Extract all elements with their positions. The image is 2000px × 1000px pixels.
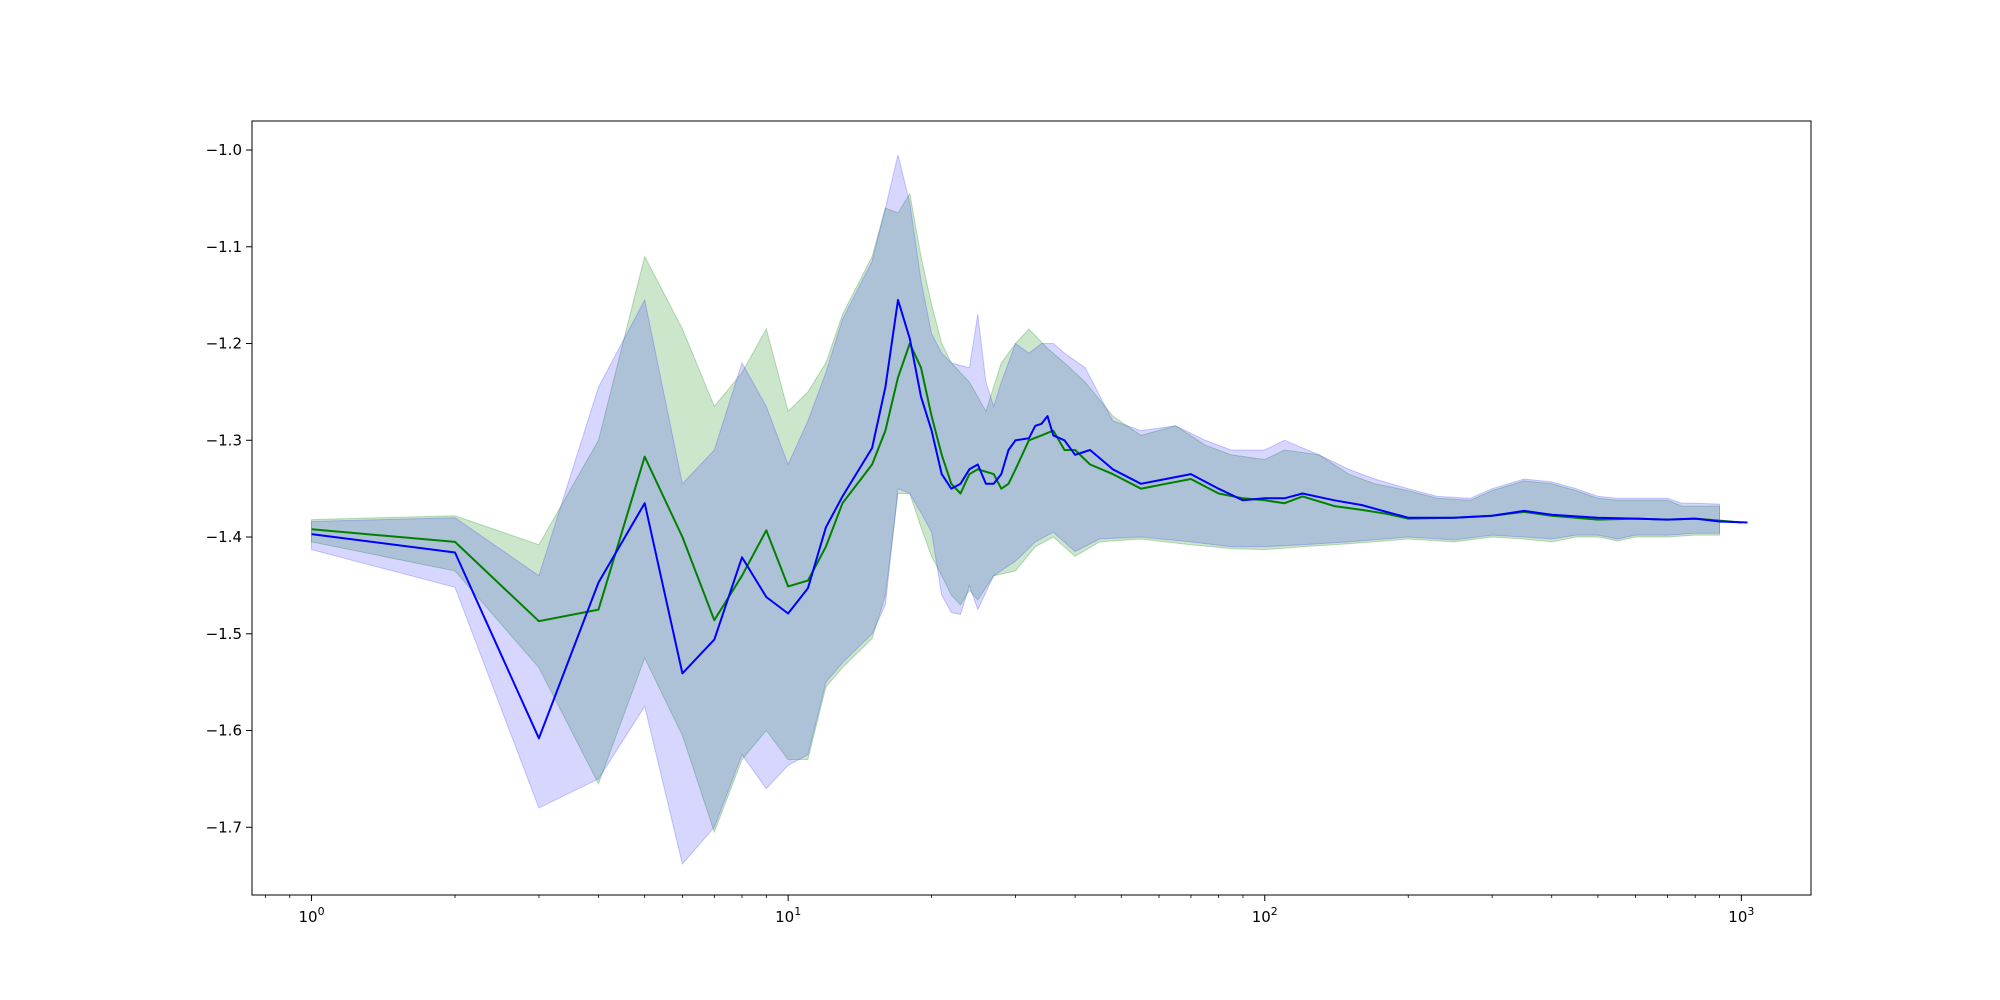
confidence-band-1 [311,192,1720,834]
x-tick-label: 101 [775,905,801,926]
x-tick-label: 103 [1728,905,1754,926]
plot-frame [251,120,1812,896]
y-tick-label: −1.4 [206,528,242,546]
y-tick-label: −1.7 [206,818,242,836]
y-tick-label: −1.5 [206,625,242,643]
x-axis: 100 101 102 103 [264,895,1754,926]
y-tick-label: −1.2 [206,335,242,353]
y-tick-label: −1.3 [206,431,242,449]
x-tick-label: 102 [1252,905,1278,926]
confidence-bands [311,154,1720,866]
x-tick-label: 100 [298,905,324,926]
y-axis: −1.0 −1.1 −1.2 −1.3 −1.4 −1.5 −1.6 −1.7 [206,141,252,836]
y-tick-label: −1.6 [206,722,242,740]
y-tick-label: −1.0 [206,141,242,159]
series-line-2 [311,299,1748,740]
confidence-band-2 [311,154,1720,866]
plot-area [252,121,1811,895]
y-tick-label: −1.1 [206,238,242,256]
series-lines [311,299,1748,740]
